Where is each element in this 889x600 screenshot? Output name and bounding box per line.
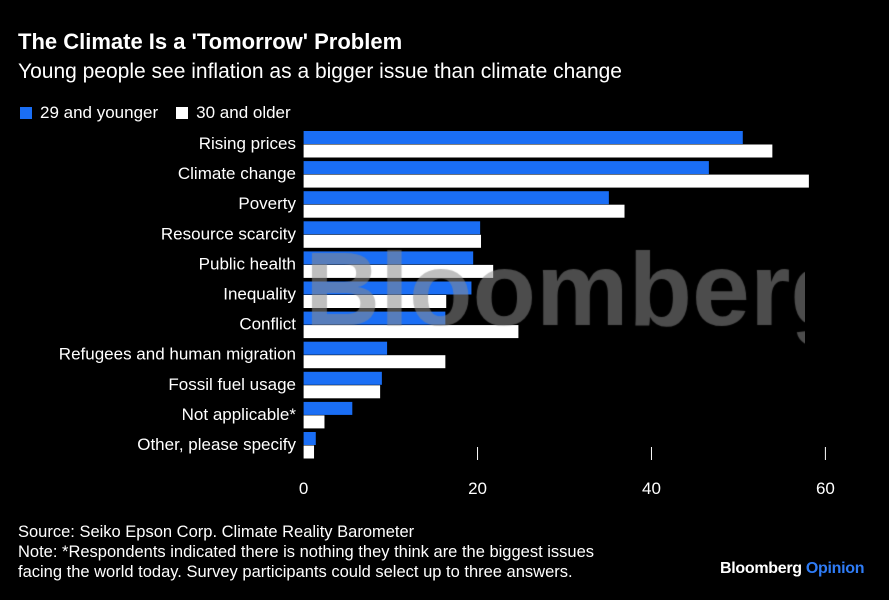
chart-subtitle: Young people see inflation as a bigger i… bbox=[18, 60, 622, 83]
bar-29-and-younger bbox=[303, 371, 382, 385]
bloomberg-opinion-logo: Bloomberg Opinion bbox=[720, 560, 865, 577]
bar-29-and-younger bbox=[303, 281, 472, 295]
category-label: Inequality bbox=[223, 285, 296, 304]
bar-29-and-younger bbox=[303, 432, 316, 445]
x-tick-label: 40 bbox=[642, 479, 661, 498]
category-label: Conflict bbox=[239, 315, 296, 334]
legend-swatch bbox=[20, 107, 32, 119]
bar-29-and-younger bbox=[303, 131, 743, 144]
legend-label: 29 and younger bbox=[40, 103, 159, 122]
legend-item-young: 29 and younger bbox=[20, 103, 158, 123]
bar-30-and-older bbox=[303, 264, 494, 278]
category-label: Other, please specify bbox=[137, 435, 296, 454]
bar-30-and-older bbox=[303, 385, 381, 399]
bar-29-and-younger bbox=[303, 161, 709, 175]
legend: 29 and younger 30 and older bbox=[20, 103, 291, 123]
bar-30-and-older bbox=[303, 144, 773, 158]
category-label: Poverty bbox=[238, 194, 296, 213]
footnote: Note: *Respondents indicated there is no… bbox=[18, 543, 595, 561]
x-tick-label: 20 bbox=[468, 479, 487, 498]
legend-label: 30 and older bbox=[196, 103, 291, 122]
bar-29-and-younger bbox=[303, 401, 353, 415]
bar-29-and-younger bbox=[303, 341, 388, 355]
bar-29-and-younger bbox=[303, 251, 474, 265]
bar-30-and-older bbox=[303, 325, 519, 339]
bar-30-and-older bbox=[303, 174, 809, 188]
source-note: Source: Seiko Epson Corp. Climate Realit… bbox=[18, 523, 415, 541]
bar-30-and-older bbox=[303, 234, 482, 248]
category-label: Not applicable* bbox=[182, 405, 297, 424]
bar-30-and-older bbox=[303, 295, 447, 308]
category-label: Refugees and human migration bbox=[59, 345, 296, 364]
bar-29-and-younger bbox=[303, 311, 446, 325]
bar-29-and-younger bbox=[303, 221, 481, 235]
x-tick-label: 60 bbox=[816, 479, 835, 498]
category-label: Climate change bbox=[178, 164, 296, 183]
bar-29-and-younger bbox=[303, 191, 609, 205]
bar-30-and-older bbox=[303, 204, 625, 218]
category-label: Fossil fuel usage bbox=[168, 375, 296, 394]
legend-item-old: 30 and older bbox=[176, 103, 291, 123]
bar-30-and-older bbox=[303, 415, 325, 429]
category-label: Public health bbox=[199, 254, 296, 273]
chart-title: The Climate Is a 'Tomorrow' Problem bbox=[18, 29, 403, 54]
footer: Source: Seiko Epson Corp. Climate Realit… bbox=[18, 522, 594, 582]
bar-30-and-older bbox=[303, 445, 315, 459]
bar-30-and-older bbox=[303, 355, 446, 369]
legend-swatch bbox=[176, 107, 189, 119]
category-label: Rising prices bbox=[199, 134, 296, 153]
category-label: Resource scarcity bbox=[161, 224, 297, 243]
x-tick-label: 0 bbox=[299, 479, 308, 498]
footnote: facing the world today. Survey participa… bbox=[18, 563, 573, 581]
